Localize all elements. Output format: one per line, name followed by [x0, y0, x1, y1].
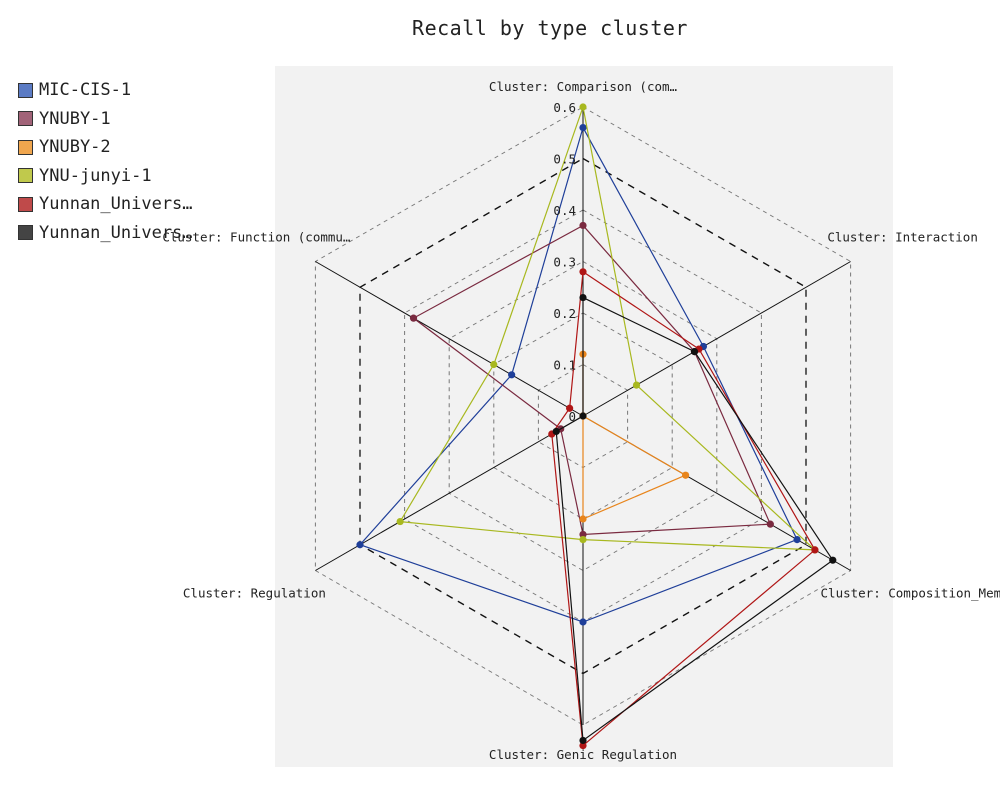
data-point [579, 293, 587, 302]
axis-label: Cluster: Function (commu… [162, 230, 351, 245]
legend-swatch [18, 196, 33, 212]
data-point [579, 124, 587, 132]
legend-label: Yunnan_Univers… [39, 194, 193, 215]
data-point [579, 530, 587, 539]
legend-swatch [18, 168, 33, 184]
tick-label: 0.2 [553, 306, 576, 321]
tick-label: 0.1 [553, 358, 576, 373]
axis-line [582, 261, 851, 417]
legend-swatch [18, 82, 33, 98]
legend-label: YNUBY-1 [39, 108, 111, 129]
chart-title: Recall by type cluster [412, 16, 688, 40]
tick-label: 0 [568, 409, 576, 424]
data-point [579, 618, 587, 626]
data-point [793, 536, 801, 544]
data-point [396, 517, 404, 526]
tick-label: 0.3 [553, 255, 576, 270]
legend-swatch [18, 139, 33, 155]
tick-label: 0.5 [553, 152, 576, 167]
series-layer [356, 103, 837, 750]
legend-label: MIC-CIS-1 [39, 80, 132, 101]
axis-line [315, 261, 584, 417]
legend-item: MIC-CIS-1 [18, 76, 193, 105]
axis-label: Cluster: Comparison (com… [489, 79, 678, 94]
data-point [829, 556, 837, 564]
data-point [490, 360, 498, 369]
data-point [579, 268, 587, 276]
legend-swatch [18, 111, 33, 127]
data-point [579, 221, 587, 230]
data-point [579, 536, 587, 544]
tick-label: 0.4 [553, 203, 576, 218]
legend-item: Yunnan_Univers… [18, 190, 193, 219]
tick-label: 0.6 [553, 100, 576, 115]
legend-swatch [18, 225, 33, 241]
data-point [579, 742, 587, 750]
legend-item: YNUBY-2 [18, 133, 193, 162]
labels: 0 0.1 0.2 0.3 0.4 0.5 0.6 Cluster: Comparison (… [162, 79, 1000, 762]
legend-label: YNUBY-2 [39, 137, 111, 158]
data-point [632, 381, 641, 389]
data-point [579, 103, 587, 111]
legend-item: YNUBY-1 [18, 105, 193, 134]
legend-item: Yunnan_Univers… [18, 219, 193, 248]
series [552, 293, 837, 745]
data-point [766, 520, 774, 528]
axis-label: Cluster: Composition_Mem… [821, 586, 1000, 601]
data-point [690, 348, 699, 356]
data-point [552, 427, 560, 436]
legend-item: YNU-junyi-1 [18, 162, 193, 191]
axis-label: Cluster: Interaction [827, 230, 978, 245]
data-point [356, 541, 364, 549]
legend: MIC-CIS-1 YNUBY-1 YNUBY-2 YNU-junyi-1 Yunnan… [18, 76, 193, 247]
axis-label: Cluster: Genic Regulation [489, 747, 677, 762]
legend-label: YNU-junyi-1 [39, 165, 152, 186]
data-point [579, 736, 587, 745]
axis-label: Cluster: Regulation [183, 586, 326, 601]
legend-label: Yunnan_Univers… [39, 222, 193, 243]
series [396, 103, 819, 554]
data-point [811, 546, 819, 554]
data-point [508, 371, 516, 379]
data-point [579, 515, 587, 523]
data-point [566, 404, 574, 412]
data-point [409, 314, 418, 322]
data-point [579, 412, 587, 420]
data-point [681, 471, 690, 479]
